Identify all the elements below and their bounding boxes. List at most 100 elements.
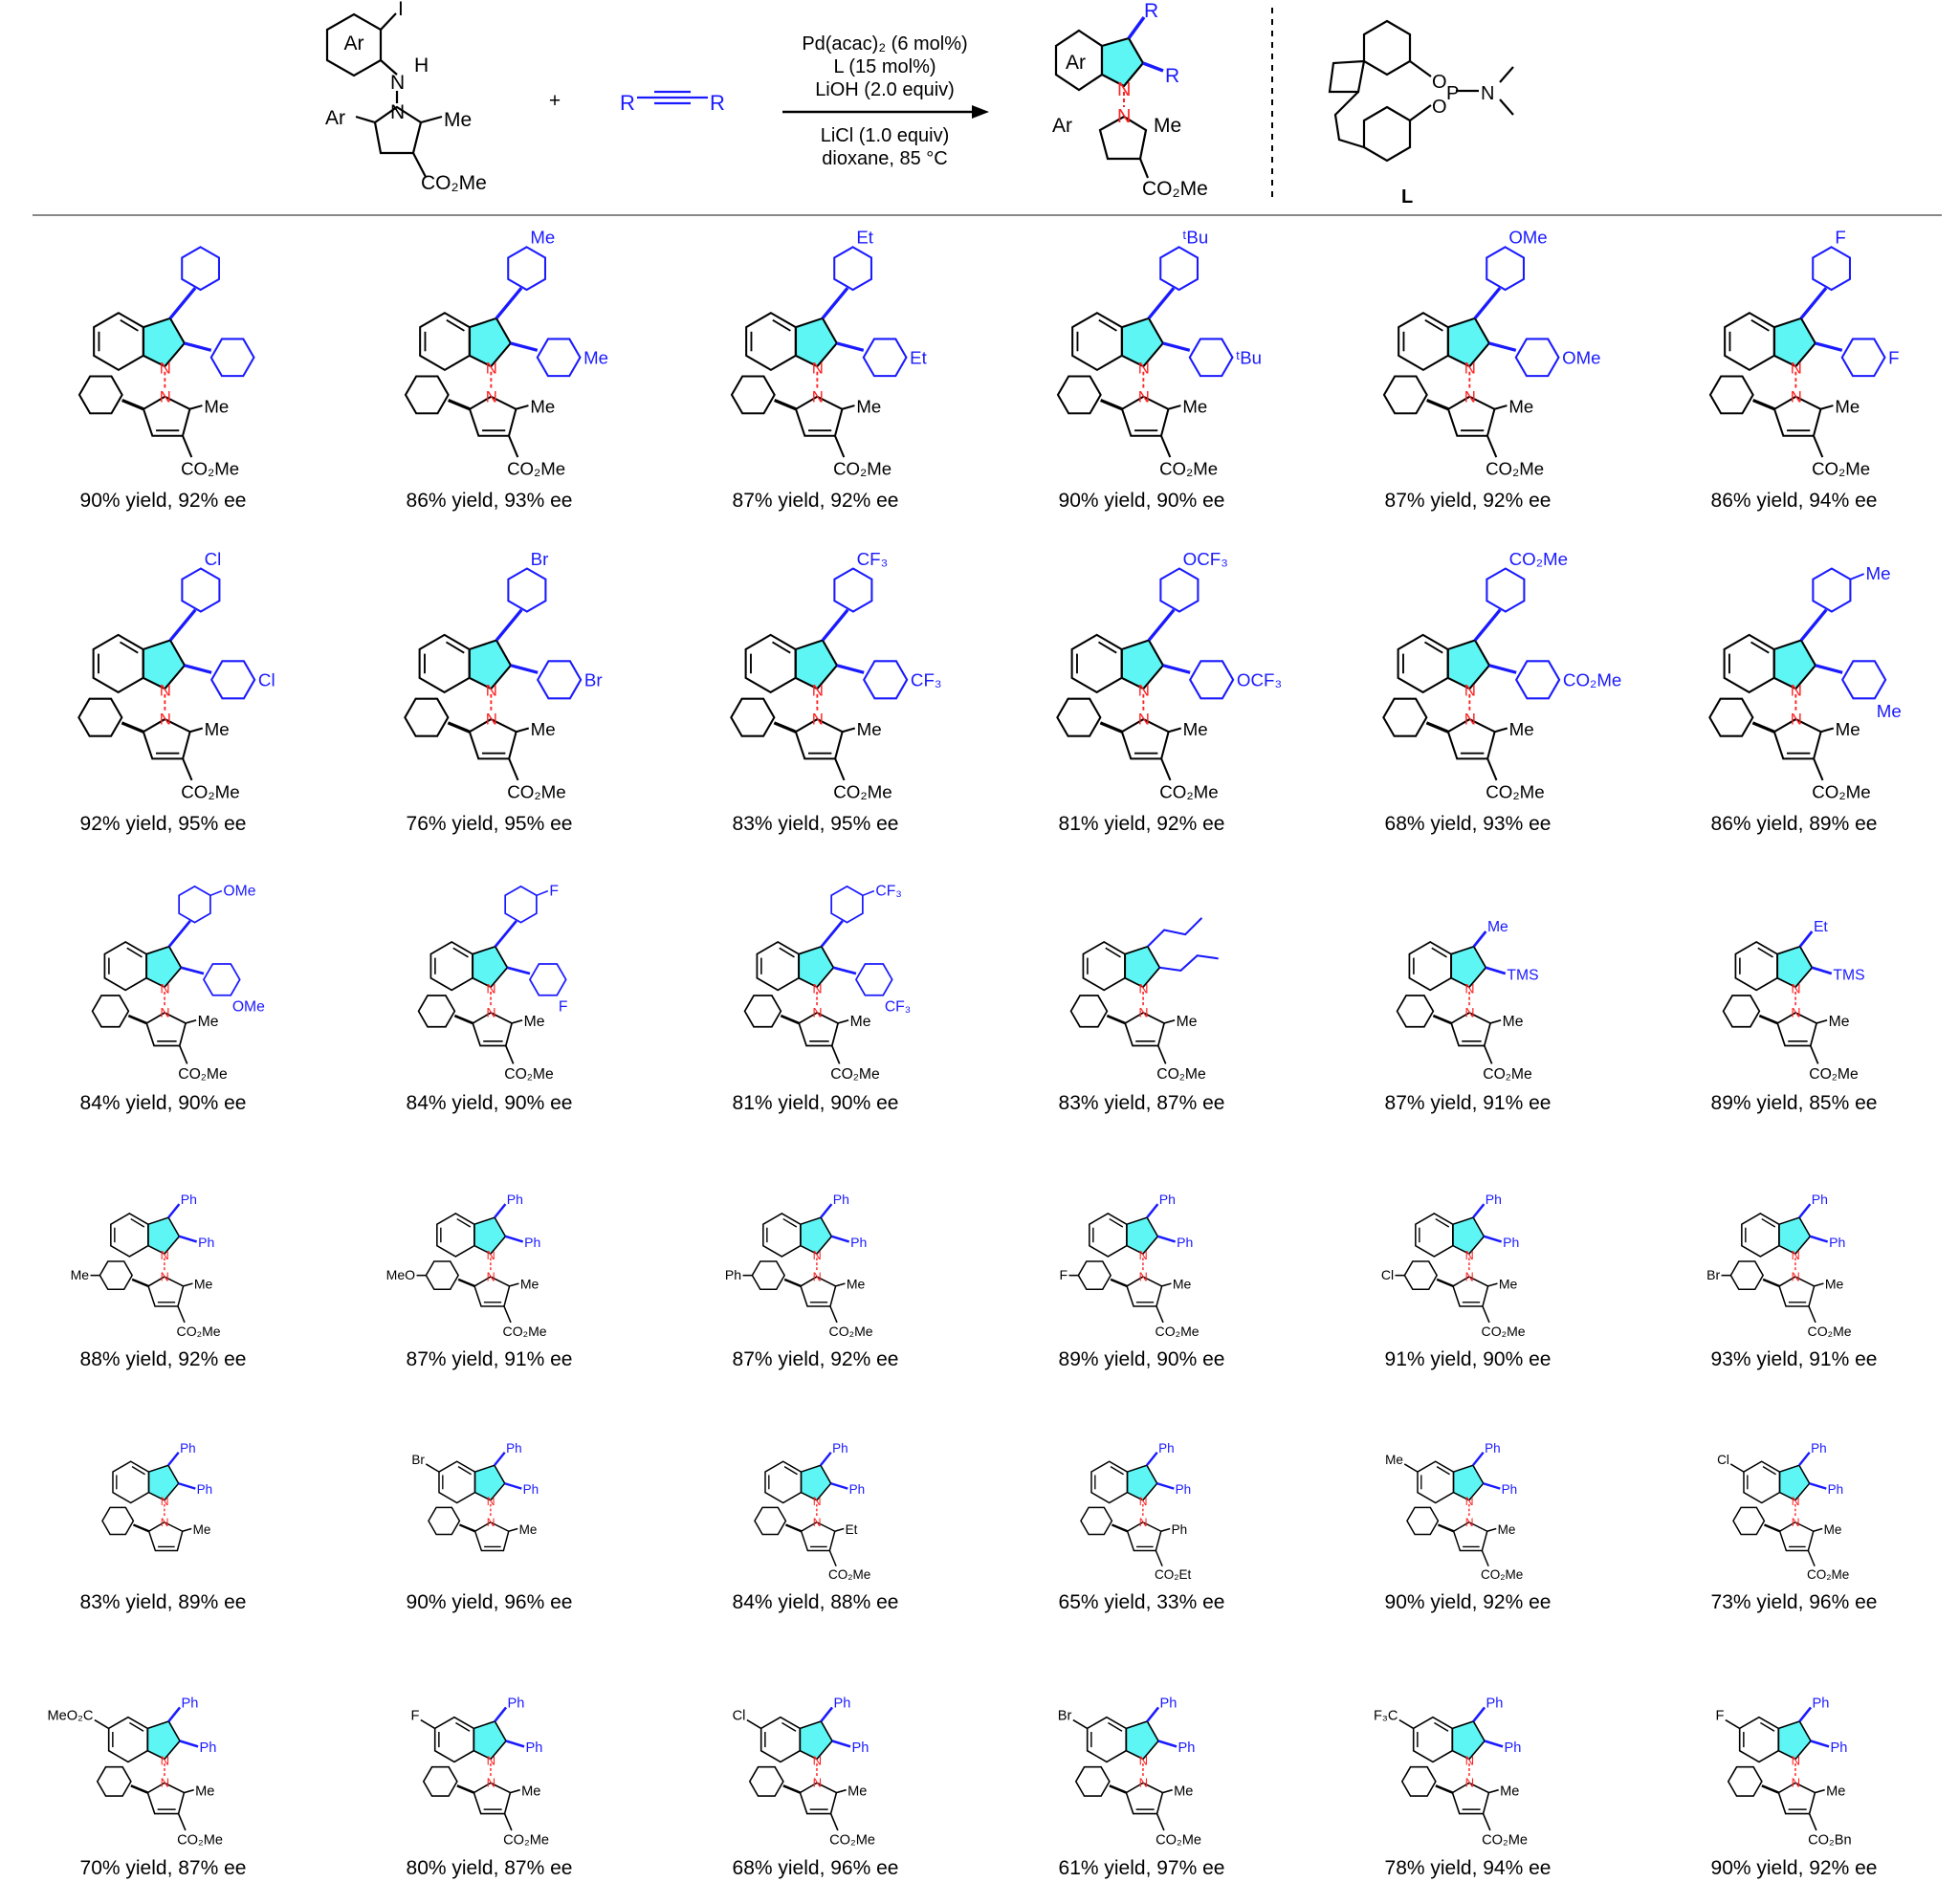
- r2-bond: [831, 1740, 851, 1748]
- double-bond: [120, 318, 139, 332]
- indole-pyrrole-ring: [1125, 1720, 1160, 1761]
- ester-bond: [1809, 1045, 1819, 1064]
- r2-bond: [505, 1235, 524, 1243]
- pyrrole-n-label: N: [1791, 1005, 1800, 1020]
- indole-n-label: N: [1138, 682, 1150, 700]
- r3-bond: [821, 608, 849, 642]
- compound-structure: OMe OMe NN Me CO₂Me: [91, 883, 265, 1083]
- ester-label: CO₂Me: [1482, 1833, 1528, 1849]
- compound-structure: CF₃ CF₃ NN Me CO₂Me: [743, 883, 911, 1083]
- ester-bond: [1813, 435, 1824, 458]
- pyrrole-ring: [1125, 1782, 1164, 1815]
- r3-aryl-ring: [1486, 567, 1526, 613]
- compound-structure: Ph Ph NN Ph CO₂Et: [1080, 1441, 1192, 1582]
- pyrrole-aryl-ring: [1074, 1765, 1111, 1797]
- ester-bond: [1813, 757, 1824, 781]
- yield-ee-label: 90% yield, 92% ee: [1384, 1591, 1552, 1613]
- pyrrole-c2-substituent: Me: [850, 1014, 871, 1030]
- aryl-bond: [773, 721, 797, 733]
- aryl-bond: [1435, 1784, 1453, 1794]
- aryl-substituent-label: Cl: [1381, 1267, 1394, 1282]
- r3-label: Ph: [1159, 1192, 1176, 1207]
- pyrrole-aryl-ring: [1708, 697, 1754, 737]
- pyrrole-c2-bond: [189, 727, 204, 733]
- indole-n-label: N: [813, 1495, 822, 1508]
- pyrrole-ring: [1446, 395, 1496, 437]
- double-bond: [1109, 1217, 1124, 1228]
- pyrrole-c2-substituent: Me: [520, 1277, 539, 1292]
- r2-label: Ph: [1505, 1740, 1522, 1756]
- pyrrole-aryl-ring: [91, 995, 130, 1028]
- r2-bond: [510, 341, 539, 352]
- r3-label: Ph: [1158, 1441, 1175, 1455]
- yield-ee-label: 84% yield, 88% ee: [732, 1591, 899, 1613]
- ester-bond: [177, 1813, 187, 1831]
- yield-ee-label: 92% yield, 95% ee: [79, 813, 247, 835]
- indole-substituent-label: Br: [1058, 1709, 1072, 1724]
- pyrrole-n-label: N: [160, 1005, 169, 1020]
- pyrrole-c2-substituent: Me: [1503, 1014, 1524, 1030]
- pyrrole-c2-bond: [1486, 1527, 1497, 1532]
- product-r2-label: R: [1165, 65, 1179, 87]
- indole-benzene-ring: [1412, 1716, 1454, 1763]
- pyrrole-ring: [1777, 1782, 1816, 1815]
- pyrrole-c2-substituent: Me: [530, 397, 555, 417]
- pyrrole-n-label: N: [1791, 711, 1802, 729]
- pyrrole-n-label: N: [813, 1270, 822, 1283]
- ester-bond: [1482, 1305, 1490, 1324]
- r3-bond: [1798, 1203, 1812, 1218]
- indole-benzene-ring: [1724, 312, 1775, 372]
- nh-n-label: N: [390, 72, 405, 94]
- r2-aryl-substituent: Cl: [258, 669, 275, 689]
- compound-structure: Ph Ph NN Et CO₂Me: [754, 1441, 870, 1582]
- yield-ee-label: 87% yield, 91% ee: [406, 1348, 573, 1370]
- compound-entry: F F N N Me CO₂Me 84% yield, 90% ee: [326, 868, 652, 1119]
- indole-pyrrole-ring: [473, 1464, 506, 1501]
- compound-entry: Br Ph Ph N N Me 90% yield, 96% ee: [326, 1398, 652, 1618]
- r2-bond: [836, 664, 865, 674]
- aryl-bond: [782, 1784, 801, 1794]
- double-bond: [131, 1466, 145, 1476]
- pyrrole-c2-substituent: Me: [1824, 1522, 1842, 1537]
- r2-label: TMS: [1833, 967, 1864, 983]
- r3-bond: [1471, 1452, 1485, 1467]
- indole-n-label: N: [1464, 682, 1476, 700]
- ester-bond: [1808, 1813, 1817, 1831]
- aryl-bond: [1763, 1523, 1781, 1533]
- r2-bond: [179, 1235, 198, 1243]
- r2-bond: [1809, 1482, 1827, 1490]
- pyrrole-aryl-ring: [77, 375, 123, 415]
- aryl-bond: [1761, 1784, 1779, 1794]
- aryl-bond: [130, 1784, 148, 1794]
- pyrrole-n-label: N: [812, 1005, 822, 1020]
- r3-bond: [1797, 1452, 1811, 1467]
- indole-substituent-label: F: [1715, 1709, 1724, 1724]
- indole-pyrrole-ring: [799, 1720, 834, 1761]
- r3-label: Ph: [1811, 1441, 1827, 1455]
- indole-n-label: N: [487, 1753, 496, 1767]
- pyrrole-c2-bond: [1168, 727, 1182, 733]
- ester-label: CO₂Me: [504, 1066, 554, 1083]
- r3-label: Ph: [507, 1192, 523, 1207]
- compound-entry: Ph Ph N N Me CO₂Me Cl 91% yield, 90% ee: [1305, 1148, 1631, 1375]
- r2-propyl-chain: [1159, 954, 1219, 973]
- indole-benzene-ring: [1738, 1716, 1780, 1763]
- pyrrole-c2-substituent: Me: [1500, 1784, 1519, 1800]
- r2-label: Ph: [197, 1482, 213, 1497]
- pyrrole-n-label: N: [1792, 1516, 1800, 1529]
- indole-pyrrole-ring: [472, 945, 509, 989]
- ester-bond: [503, 1305, 512, 1324]
- pyrrole-n-label: N: [487, 1776, 496, 1790]
- aryl-bond: [784, 1523, 803, 1533]
- pyrrole-c2-substituent: Me: [857, 719, 882, 739]
- r2-aryl-substituent: CF₃: [911, 669, 942, 689]
- pyrrole-ring: [800, 1521, 836, 1552]
- compound-structure: F Ph Ph NN Me CO₂Bn: [1715, 1696, 1851, 1848]
- indole-substituent-bond: [1072, 1718, 1088, 1730]
- r3-label: Ph: [508, 1696, 525, 1711]
- pyrrole-c2-bond: [189, 405, 203, 410]
- pyrrole-c2-substituent: Me: [1177, 1014, 1198, 1030]
- r3-label: Et: [1814, 919, 1828, 935]
- ester-bond: [834, 435, 846, 458]
- compound-entry: Me TMS N N Me CO₂Me 87% yield, 91% ee: [1305, 868, 1631, 1119]
